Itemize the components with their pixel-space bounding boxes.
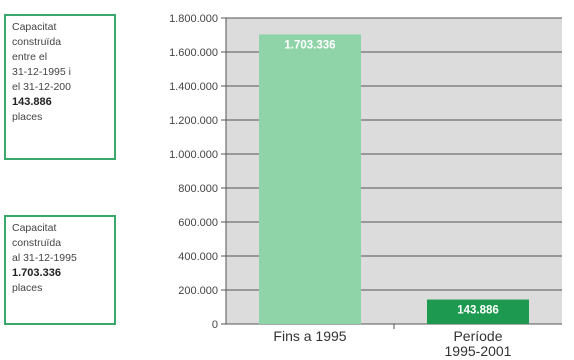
bar-2 [427, 299, 529, 324]
note-text: construïda [12, 36, 62, 48]
bar-value-label: 143.886 [457, 305, 499, 317]
x-category-label-line: Període [453, 328, 502, 344]
y-tick-label: 400.000 [178, 251, 218, 263]
note-text: 31-12-1995 i [12, 66, 71, 78]
x-category-label-line: Fins a 1995 [273, 328, 346, 344]
note-unit: places [12, 282, 43, 294]
x-category-label-line: 1995-2001 [445, 343, 512, 359]
y-tick-label: 1.400.000 [169, 81, 218, 93]
note-text: Capacitat [12, 21, 57, 33]
y-tick-label: 1.200.000 [169, 115, 218, 127]
y-tick-label: 200.000 [178, 285, 218, 297]
note-text: construïda [12, 237, 62, 249]
x-category-label: Període 1995-2001 [445, 328, 512, 359]
y-tick-label: 0 [212, 319, 218, 331]
bar-value-label: 1.703.336 [284, 39, 335, 51]
y-tick-label: 800.000 [178, 183, 218, 195]
note-text: Capacitat [12, 222, 57, 234]
note-value: 1.703.336 [12, 267, 61, 279]
y-tick-label: 1.600.000 [169, 47, 218, 59]
note-text: el 31-12-200 [12, 81, 71, 93]
bar-1 [259, 34, 361, 324]
y-tick-label: 1.000.000 [169, 149, 218, 161]
note-box-until-1995: Capacitat construïda al 31-12-1995 1.703… [4, 215, 116, 325]
note-value: 143.886 [12, 96, 52, 108]
note-text: al 31-12-1995 [12, 252, 77, 264]
y-tick-label: 600.000 [178, 217, 218, 229]
note-unit: places [12, 111, 43, 123]
y-tick-label: 1.800.000 [169, 13, 218, 25]
x-category-label: Fins a 1995 [273, 328, 346, 344]
note-text: entre el [12, 51, 48, 63]
note-box-period: Capacitat construïda entre el 31-12-1995… [4, 14, 116, 160]
